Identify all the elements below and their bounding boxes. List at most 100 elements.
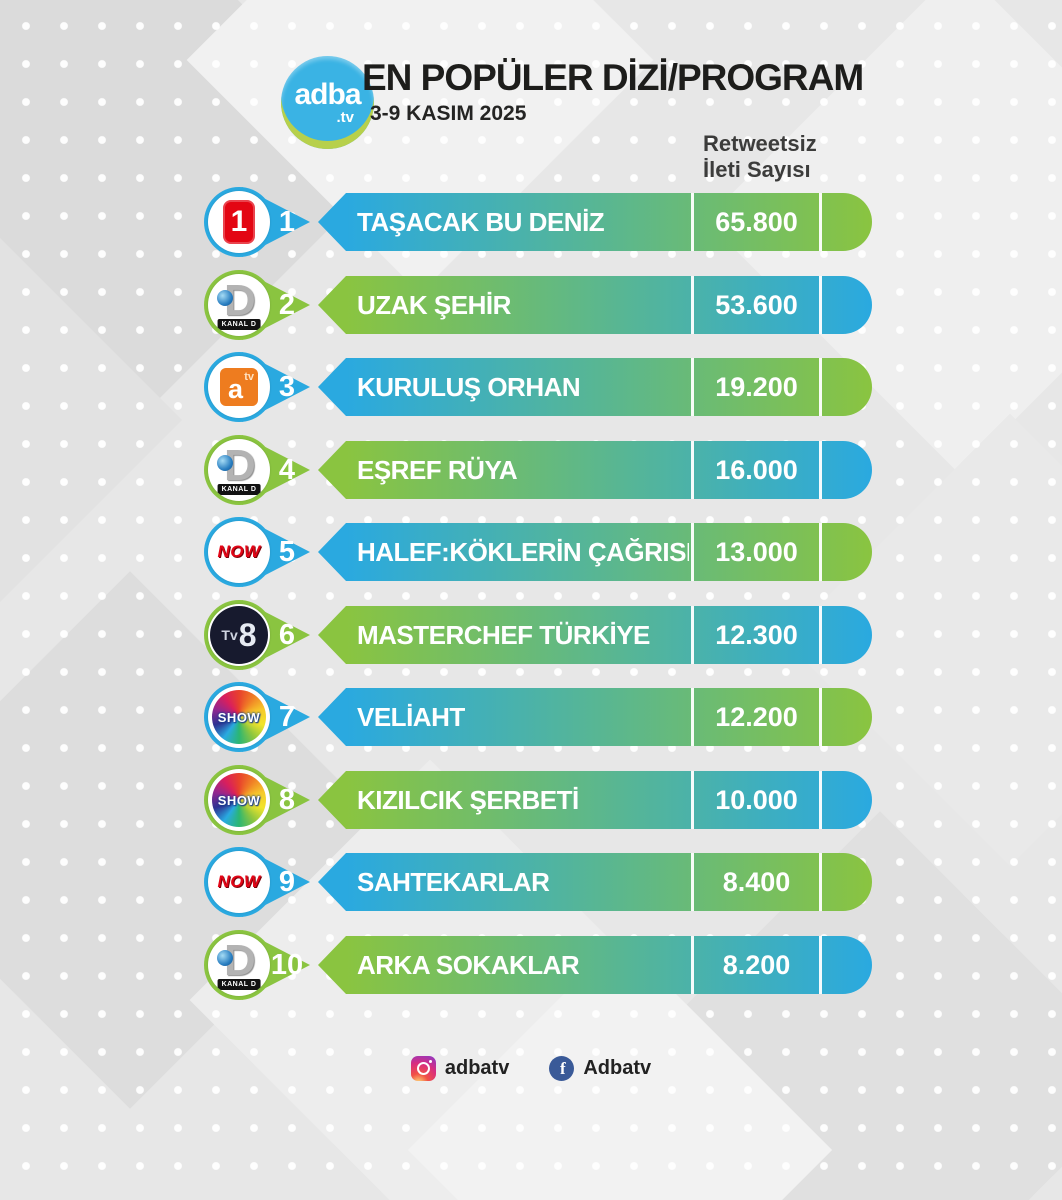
ranking-row-9: NOW 9 SAHTEKARLAR 8.400	[204, 847, 872, 917]
atv-logo-glyph: a	[228, 374, 244, 404]
adbatv-logo-text: adba	[294, 78, 361, 111]
rank-badge: D KANAL D 10	[204, 930, 310, 1000]
show-count: 8.200	[722, 950, 791, 980]
show-count: 13.000	[715, 537, 798, 567]
column-divider	[691, 771, 694, 829]
show-name: TAŞACAK BU DENİZ	[357, 207, 605, 237]
ranking-row-2: D KANAL D 2 UZAK ŞEHİR 53.600	[204, 270, 872, 340]
show-bar: VELİAHT 12.200	[318, 688, 872, 746]
kanald-logo-banner: KANAL D	[217, 319, 261, 330]
show-count: 12.300	[715, 620, 798, 650]
column-divider	[691, 276, 694, 334]
atv-logo-suffix: tv	[244, 371, 254, 383]
show-bar: EŞREF RÜYA 16.000	[318, 441, 872, 499]
kanald-logo: D KANAL D	[208, 274, 270, 336]
ranking-row-1: 1 1 TAŞACAK BU DENİZ 65.800	[204, 187, 872, 257]
rank-badge: D KANAL D 4	[204, 435, 310, 505]
now-logo: NOW	[208, 851, 270, 913]
column-divider	[819, 771, 822, 829]
column-divider	[819, 276, 822, 334]
show-bar: ARKA SOKAKLAR 8.200	[318, 936, 872, 994]
showtv-logo-glyph: SHOW	[217, 792, 261, 808]
rank-badge: a tv 3	[204, 352, 310, 422]
column-divider	[819, 523, 822, 581]
show-bar: KIZILCIK ŞERBETİ 10.000	[318, 771, 872, 829]
kanald-logo: D KANAL D	[208, 439, 270, 501]
show-bar: HALEF:KÖKLERİN ÇAĞRISI 13.000	[318, 523, 872, 581]
rank-number: 1	[278, 206, 296, 238]
column-divider	[819, 853, 822, 911]
show-name: EŞREF RÜYA	[357, 455, 518, 485]
instagram-handle: adbatv	[444, 1057, 510, 1079]
column-divider	[819, 358, 822, 416]
show-count: 19.200	[715, 372, 798, 402]
rank-badge: SHOW 7	[204, 682, 310, 752]
showtv-logo: SHOW	[208, 769, 270, 831]
show-bar: MASTERCHEF TÜRKİYE 12.300	[318, 606, 872, 664]
instagram-flash-icon	[428, 1060, 432, 1063]
show-count: 10.000	[715, 785, 798, 815]
rank-number: 8	[278, 784, 296, 816]
show-bar: TAŞACAK BU DENİZ 65.800	[318, 193, 872, 251]
social-footer: adbatv f Adbatv	[0, 1056, 1062, 1081]
show-count: 8.400	[722, 867, 791, 897]
column-divider	[691, 606, 694, 664]
showtv-sunburst-icon: SHOW	[212, 690, 266, 744]
rank-badge: Tv 8 6	[204, 600, 310, 670]
kanald-logo-banner: KANAL D	[217, 484, 261, 495]
value-column-header-line1: Retweetsiz	[703, 131, 817, 156]
rank-number: 3	[278, 371, 296, 403]
rank-badge: NOW 9	[204, 847, 310, 917]
rank-number: 9	[278, 866, 296, 898]
facebook-handle-group: f Adbatv	[549, 1056, 651, 1081]
column-divider	[819, 193, 822, 251]
rank-badge: NOW 5	[204, 517, 310, 587]
value-column-header-line2: İleti Sayısı	[703, 157, 811, 182]
showtv-logo: SHOW	[208, 686, 270, 748]
show-name: KIZILCIK ŞERBETİ	[357, 785, 579, 815]
ranking-row-6: Tv 8 6 MASTERCHEF TÜRKİYE 12.300	[204, 600, 872, 670]
tv8-logo-prefix: Tv	[221, 627, 238, 643]
globe-icon	[217, 950, 233, 966]
show-bar: KURULUŞ ORHAN 19.200	[318, 358, 872, 416]
column-divider	[819, 441, 822, 499]
now-logo-glyph: NOW	[217, 542, 261, 561]
instagram-handle-group: adbatv	[410, 1056, 510, 1081]
show-count: 16.000	[715, 455, 798, 485]
column-divider	[819, 936, 822, 994]
now-logo: NOW	[208, 521, 270, 583]
globe-icon	[217, 455, 233, 471]
adbatv-logo-suffix: .tv	[336, 109, 354, 126]
ranking-row-8: SHOW 8 KIZILCIK ŞERBETİ 10.000	[204, 765, 872, 835]
ranking-row-3: a tv 3 KURULUŞ ORHAN 19.200	[204, 352, 872, 422]
rank-number: 5	[278, 536, 296, 568]
ranking-row-7: SHOW 7 VELİAHT 12.200	[204, 682, 872, 752]
show-name: SAHTEKARLAR	[357, 867, 550, 897]
column-divider	[691, 441, 694, 499]
column-divider	[819, 606, 822, 664]
column-divider	[691, 193, 694, 251]
instagram-icon	[410, 1056, 436, 1081]
show-bar: SAHTEKARLAR 8.400	[318, 853, 872, 911]
rank-number: 2	[278, 289, 296, 321]
trt1-logo-glyph: 1	[223, 200, 255, 244]
show-name: UZAK ŞEHİR	[357, 290, 511, 320]
show-name: MASTERCHEF TÜRKİYE	[357, 620, 650, 650]
tv8-logo-glyph: 8	[238, 617, 257, 653]
rank-number: 4	[278, 454, 296, 486]
adbatv-logo: adba .tv	[281, 56, 374, 149]
atv-logo: a tv	[208, 356, 270, 418]
page-title: EN POPÜLER DİZİ/PROGRAM	[362, 57, 864, 98]
show-bar: UZAK ŞEHİR 53.600	[318, 276, 872, 334]
kanald-logo-banner: KANAL D	[217, 979, 261, 990]
show-name: VELİAHT	[357, 702, 465, 732]
showtv-sunburst-icon: SHOW	[212, 773, 266, 827]
show-name: KURULUŞ ORHAN	[357, 372, 581, 402]
column-divider	[819, 688, 822, 746]
facebook-handle: Adbatv	[583, 1057, 652, 1079]
date-range: 3-9 KASIM 2025	[370, 102, 527, 125]
globe-icon	[217, 290, 233, 306]
ranking-row-4: D KANAL D 4 EŞREF RÜYA 16.000	[204, 435, 872, 505]
ranking-row-5: NOW 5 HALEF:KÖKLERİN ÇAĞRISI 13.000	[204, 517, 872, 587]
